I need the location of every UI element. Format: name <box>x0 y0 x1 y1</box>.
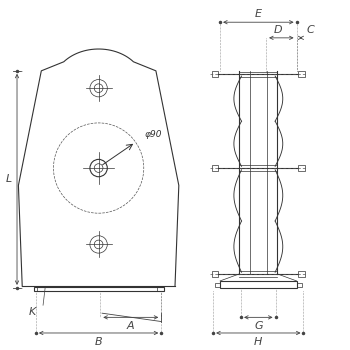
Text: L: L <box>5 174 12 184</box>
Bar <box>299 271 305 277</box>
Bar <box>296 283 302 287</box>
Text: A: A <box>127 321 135 331</box>
Text: E: E <box>255 8 262 19</box>
Text: G: G <box>254 321 262 331</box>
Text: B: B <box>95 337 103 346</box>
Text: H: H <box>254 337 262 346</box>
Text: D: D <box>274 25 282 35</box>
Bar <box>212 271 218 277</box>
Bar <box>34 287 163 291</box>
Bar <box>220 281 296 288</box>
Text: φ90: φ90 <box>144 130 162 139</box>
Text: K: K <box>29 307 36 317</box>
Bar <box>215 283 220 287</box>
Text: C: C <box>307 25 314 35</box>
Bar <box>299 71 305 77</box>
Bar <box>212 165 218 171</box>
Bar <box>299 165 305 171</box>
Bar <box>212 71 218 77</box>
